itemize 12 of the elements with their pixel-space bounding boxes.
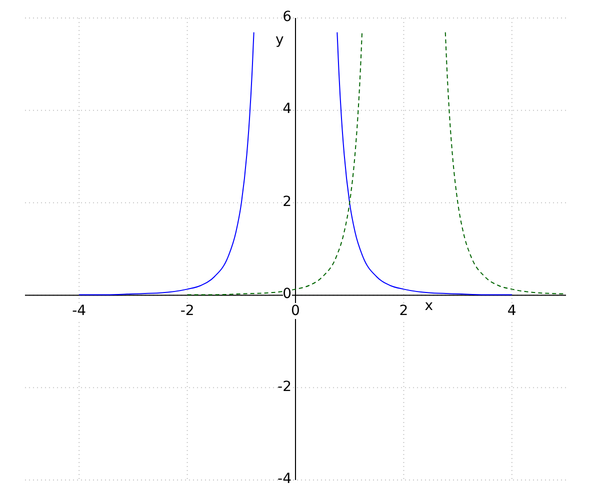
x-tick-label: 2 (399, 303, 408, 320)
y-tick-label: 0 (282, 286, 292, 302)
y-tick-label: 6 (282, 9, 292, 25)
x-tick-label: 4 (507, 303, 516, 320)
x-tick-label: -4 (72, 303, 86, 320)
y-tick-label: -2 (278, 378, 292, 395)
y-tick-label: 2 (282, 194, 292, 210)
y-axis-title: y (276, 32, 284, 48)
y-tick-label: -4 (278, 471, 292, 487)
x-axis-title: x (424, 298, 434, 314)
x-tick-label: -2 (180, 303, 194, 320)
y-tick-label: 4 (282, 101, 292, 118)
